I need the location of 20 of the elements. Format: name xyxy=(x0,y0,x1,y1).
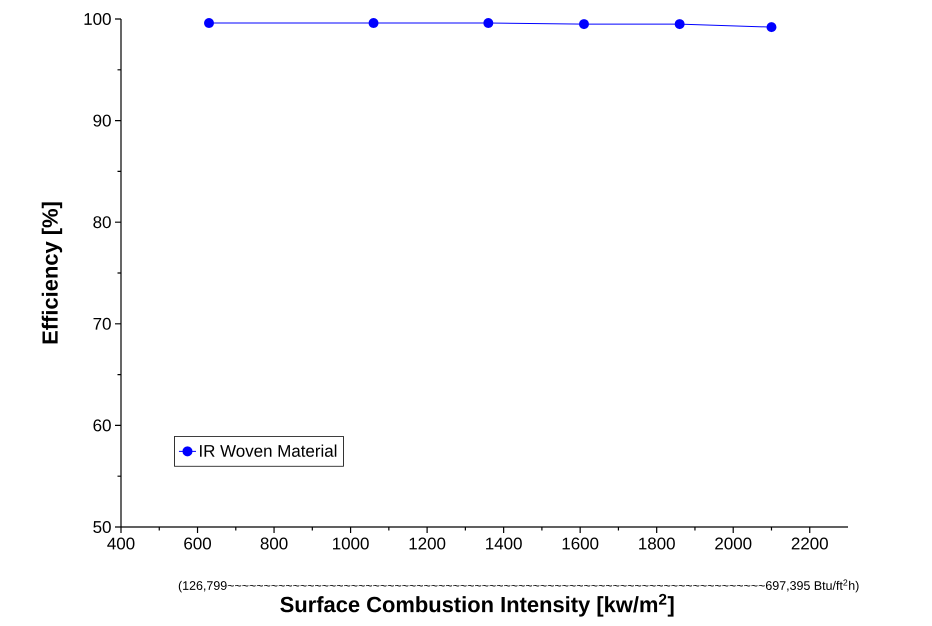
y-tick-label: 90 xyxy=(93,114,111,127)
x-tick-label: 1400 xyxy=(486,538,522,550)
x-tick-label: 2200 xyxy=(792,538,828,550)
x-axis-title: Surface Combustion Intensity [kw/m$^{2}$] xyxy=(280,594,674,617)
x-tick-label: 1200 xyxy=(410,538,446,550)
y-tick-label: 60 xyxy=(94,419,111,432)
y-tick-label: 70 xyxy=(94,318,111,330)
x-tick-label: 400 xyxy=(107,538,134,550)
x-tick-label: 600 xyxy=(184,538,211,550)
y-tick-label: 100 xyxy=(84,13,111,25)
y-tick-label: 80 xyxy=(93,216,111,228)
x-tick-label: 1000 xyxy=(333,538,369,550)
y-tick-label: 50 xyxy=(93,521,111,533)
legend-label: IR Woven Material xyxy=(200,444,336,457)
y-axis-title: Efficiency [%] xyxy=(42,202,62,344)
text: (126,799~~~~~~~~~~~~~~~~~~~~~~~~~~~~~~~~~~~~~~~~~~~~~~~~~~~~~~~~~~~~~~~~~~~~~~~~~~697,395 Btu/ft$^{2}$h) xyxy=(178,579,859,592)
x-tick-label: 2000 xyxy=(715,538,752,550)
x-tick-label: 1600 xyxy=(562,538,598,550)
x-tick-label: 800 xyxy=(260,538,288,550)
x-tick-label: 1800 xyxy=(639,538,675,550)
